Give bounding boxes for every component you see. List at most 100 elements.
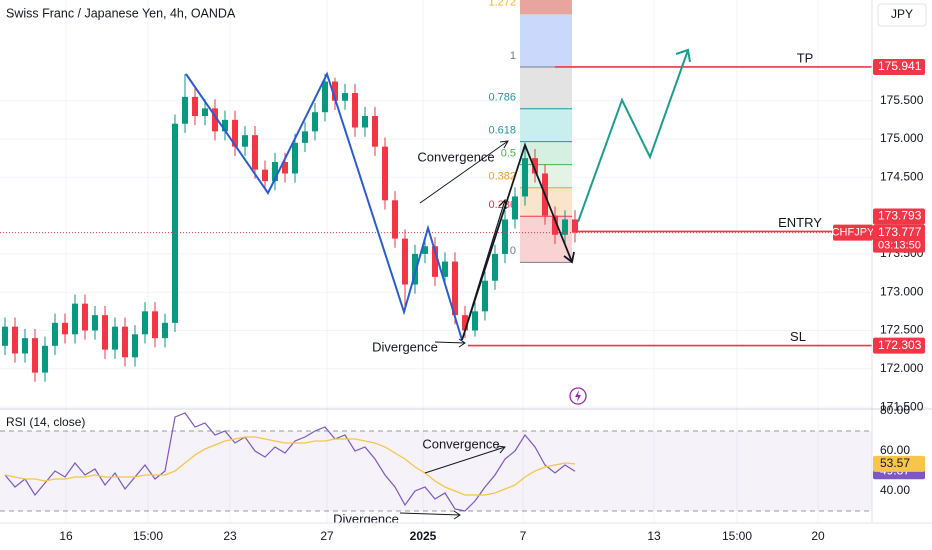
fib-label: 1.272 bbox=[488, 0, 516, 9]
arrow-head bbox=[563, 251, 575, 264]
candle-body bbox=[42, 345, 48, 373]
candle-body bbox=[302, 131, 308, 143]
chart-title: Swiss Franc / Japanese Yen, 4h, OANDA bbox=[6, 6, 236, 20]
candle-body bbox=[132, 334, 138, 358]
candle-body bbox=[572, 219, 578, 233]
candle-body bbox=[372, 116, 378, 147]
candle-body bbox=[362, 116, 368, 128]
y-tick-label: 175.500 bbox=[880, 93, 924, 107]
currency-box[interactable] bbox=[877, 3, 927, 27]
x-tick-label: 16 bbox=[59, 529, 73, 543]
candle-body bbox=[462, 315, 468, 331]
candle-body bbox=[62, 322, 68, 335]
divergence-arrow bbox=[434, 341, 466, 344]
candle-body bbox=[452, 261, 458, 316]
currency: JPY bbox=[891, 7, 913, 21]
candle-body bbox=[242, 135, 248, 147]
price-box-label: 173.793 bbox=[878, 209, 922, 223]
event-icon[interactable] bbox=[569, 387, 587, 405]
y-tick-label: 171.500 bbox=[880, 399, 924, 413]
rsi-line bbox=[4, 436, 576, 496]
price-box bbox=[873, 224, 925, 253]
candle-body bbox=[222, 119, 228, 132]
marks bbox=[0, 66, 872, 512]
y-tick-label: 172.500 bbox=[880, 323, 924, 337]
candle-body bbox=[172, 123, 178, 323]
price-box-label: 173.777 bbox=[878, 225, 922, 239]
candle-body bbox=[562, 219, 568, 235]
rsi-background bbox=[0, 430, 872, 512]
symbol-box bbox=[833, 224, 873, 241]
zigzag bbox=[185, 71, 463, 341]
price-box-label: 172.303 bbox=[878, 338, 922, 352]
fib-top-band bbox=[520, 0, 572, 14]
x-tick-label: 2025 bbox=[410, 529, 437, 543]
candle-body bbox=[282, 161, 288, 174]
rsi-title: RSI (14, close) bbox=[6, 415, 85, 429]
candle-body bbox=[332, 81, 338, 101]
candle-body bbox=[212, 108, 218, 132]
candle-body bbox=[112, 326, 118, 350]
rsi-value-box bbox=[873, 455, 925, 472]
candle-body bbox=[552, 215, 558, 235]
candle-body bbox=[382, 146, 388, 201]
annotation: Divergence bbox=[372, 339, 438, 354]
arrow-head bbox=[496, 445, 506, 454]
fib-label: 0.236 bbox=[488, 199, 516, 211]
rsi-line bbox=[4, 412, 576, 512]
fib-band bbox=[520, 66, 572, 109]
candle-body bbox=[102, 315, 108, 350]
x-tick-label: 15:00 bbox=[133, 529, 163, 543]
rsi-divergence-arrow bbox=[399, 512, 461, 516]
candle-body bbox=[442, 261, 448, 277]
arrow-head bbox=[453, 510, 461, 520]
countdown: 03:13:50 bbox=[878, 240, 921, 252]
candle-body bbox=[432, 246, 438, 277]
candle-body bbox=[262, 169, 268, 182]
candle-body bbox=[352, 93, 358, 128]
candle-body bbox=[272, 161, 278, 182]
annotation: Convergence bbox=[422, 436, 499, 451]
price-box bbox=[873, 337, 925, 354]
x-tick-label: 27 bbox=[320, 529, 334, 543]
y-tick-label: 60.00 bbox=[880, 443, 910, 457]
candle-body bbox=[1, 326, 8, 346]
event-icon-bolt bbox=[575, 390, 581, 402]
x-tick-label: 23 bbox=[223, 529, 237, 543]
fib-label: 0.5 bbox=[501, 148, 516, 160]
candle-body bbox=[182, 96, 188, 124]
y-tick-label: 175.000 bbox=[880, 131, 924, 145]
y-tick-label: 174.500 bbox=[880, 169, 924, 183]
candle-body bbox=[322, 81, 328, 113]
swing-line bbox=[461, 142, 573, 341]
level-name: ENTRY bbox=[778, 215, 822, 230]
rsi-band bbox=[0, 431, 872, 511]
candle-body bbox=[522, 158, 528, 197]
candle-body bbox=[152, 311, 158, 339]
x-tick-label: 20 bbox=[811, 529, 825, 543]
candle-body bbox=[82, 303, 88, 331]
candle-body bbox=[472, 311, 478, 331]
candle-body bbox=[202, 108, 208, 117]
candle-body bbox=[122, 326, 128, 358]
arrow-head bbox=[499, 140, 509, 149]
candle-body bbox=[32, 338, 38, 373]
y-tick-label: 40.00 bbox=[880, 483, 910, 497]
trend-arrow bbox=[464, 199, 506, 331]
candle-body bbox=[422, 246, 428, 254]
candle-body bbox=[252, 135, 258, 170]
rsi-convergence-arrow bbox=[424, 446, 506, 474]
arrow-head bbox=[675, 48, 691, 63]
fib-band bbox=[520, 13, 572, 67]
forecast-path bbox=[577, 49, 689, 223]
candle-body bbox=[232, 119, 238, 147]
candle-body bbox=[12, 326, 18, 354]
candle-body bbox=[72, 303, 78, 335]
fib-label: 0.618 bbox=[488, 124, 516, 136]
price-box bbox=[873, 208, 925, 225]
level-name: TP bbox=[797, 50, 814, 65]
time-axis bbox=[0, 523, 932, 550]
arrow-head bbox=[458, 338, 466, 348]
convergence-arrow bbox=[419, 140, 509, 204]
